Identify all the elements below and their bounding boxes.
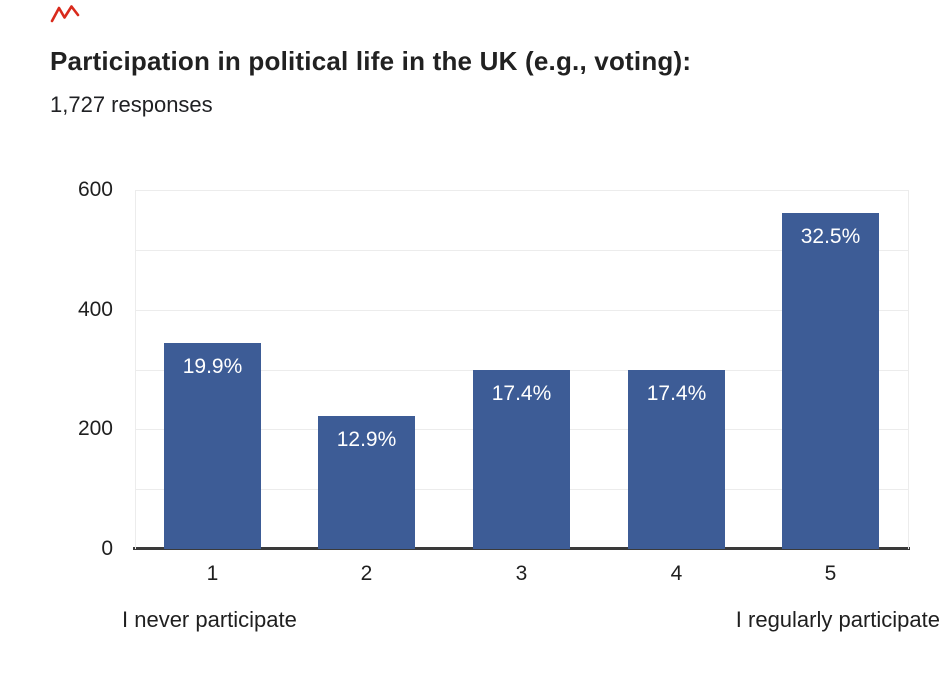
bar-percent-label-1: 19.9%: [182, 355, 243, 379]
question-title: Participation in political life in the U…: [50, 46, 692, 76]
x-axis-tick-2: 2: [360, 562, 373, 585]
y-axis-tick-200: 200: [77, 417, 113, 441]
plot-left-border: [135, 190, 136, 549]
y-axis-tick-600: 600: [77, 178, 113, 201]
bar-4[interactable]: [628, 369, 725, 549]
scale-caption-left: I never participate: [122, 607, 297, 632]
scale-captions: I never participate I regularly particip…: [122, 607, 940, 633]
y-axis-tick-400: 400: [77, 297, 113, 321]
x-axis-tick-4: 4: [670, 562, 683, 585]
bar-5[interactable]: [782, 213, 879, 549]
bar-percent-label-2: 12.9%: [336, 427, 397, 451]
bar-percent-label-4: 17.4%: [646, 381, 707, 405]
gridline-600: [135, 190, 908, 191]
bar-percent-label-5: 32.5%: [800, 225, 861, 249]
x-axis-tick-1: 1: [206, 562, 219, 585]
bar-1[interactable]: [164, 343, 261, 549]
red-scribble-mark: [50, 5, 80, 23]
gridline-400: [135, 309, 908, 311]
x-axis-tick-3: 3: [515, 562, 528, 585]
bar-2[interactable]: [318, 415, 415, 549]
bar-3[interactable]: [473, 369, 570, 549]
gridline-500: [135, 249, 908, 251]
y-axis-tick-0: 0: [101, 537, 113, 560]
response-count: 1,727 responses: [50, 92, 213, 117]
plot-right-border: [908, 190, 909, 549]
bar-percent-label-3: 17.4%: [491, 381, 552, 405]
x-axis-tick-5: 5: [824, 562, 837, 585]
scale-caption-right: I regularly participate: [735, 607, 940, 632]
